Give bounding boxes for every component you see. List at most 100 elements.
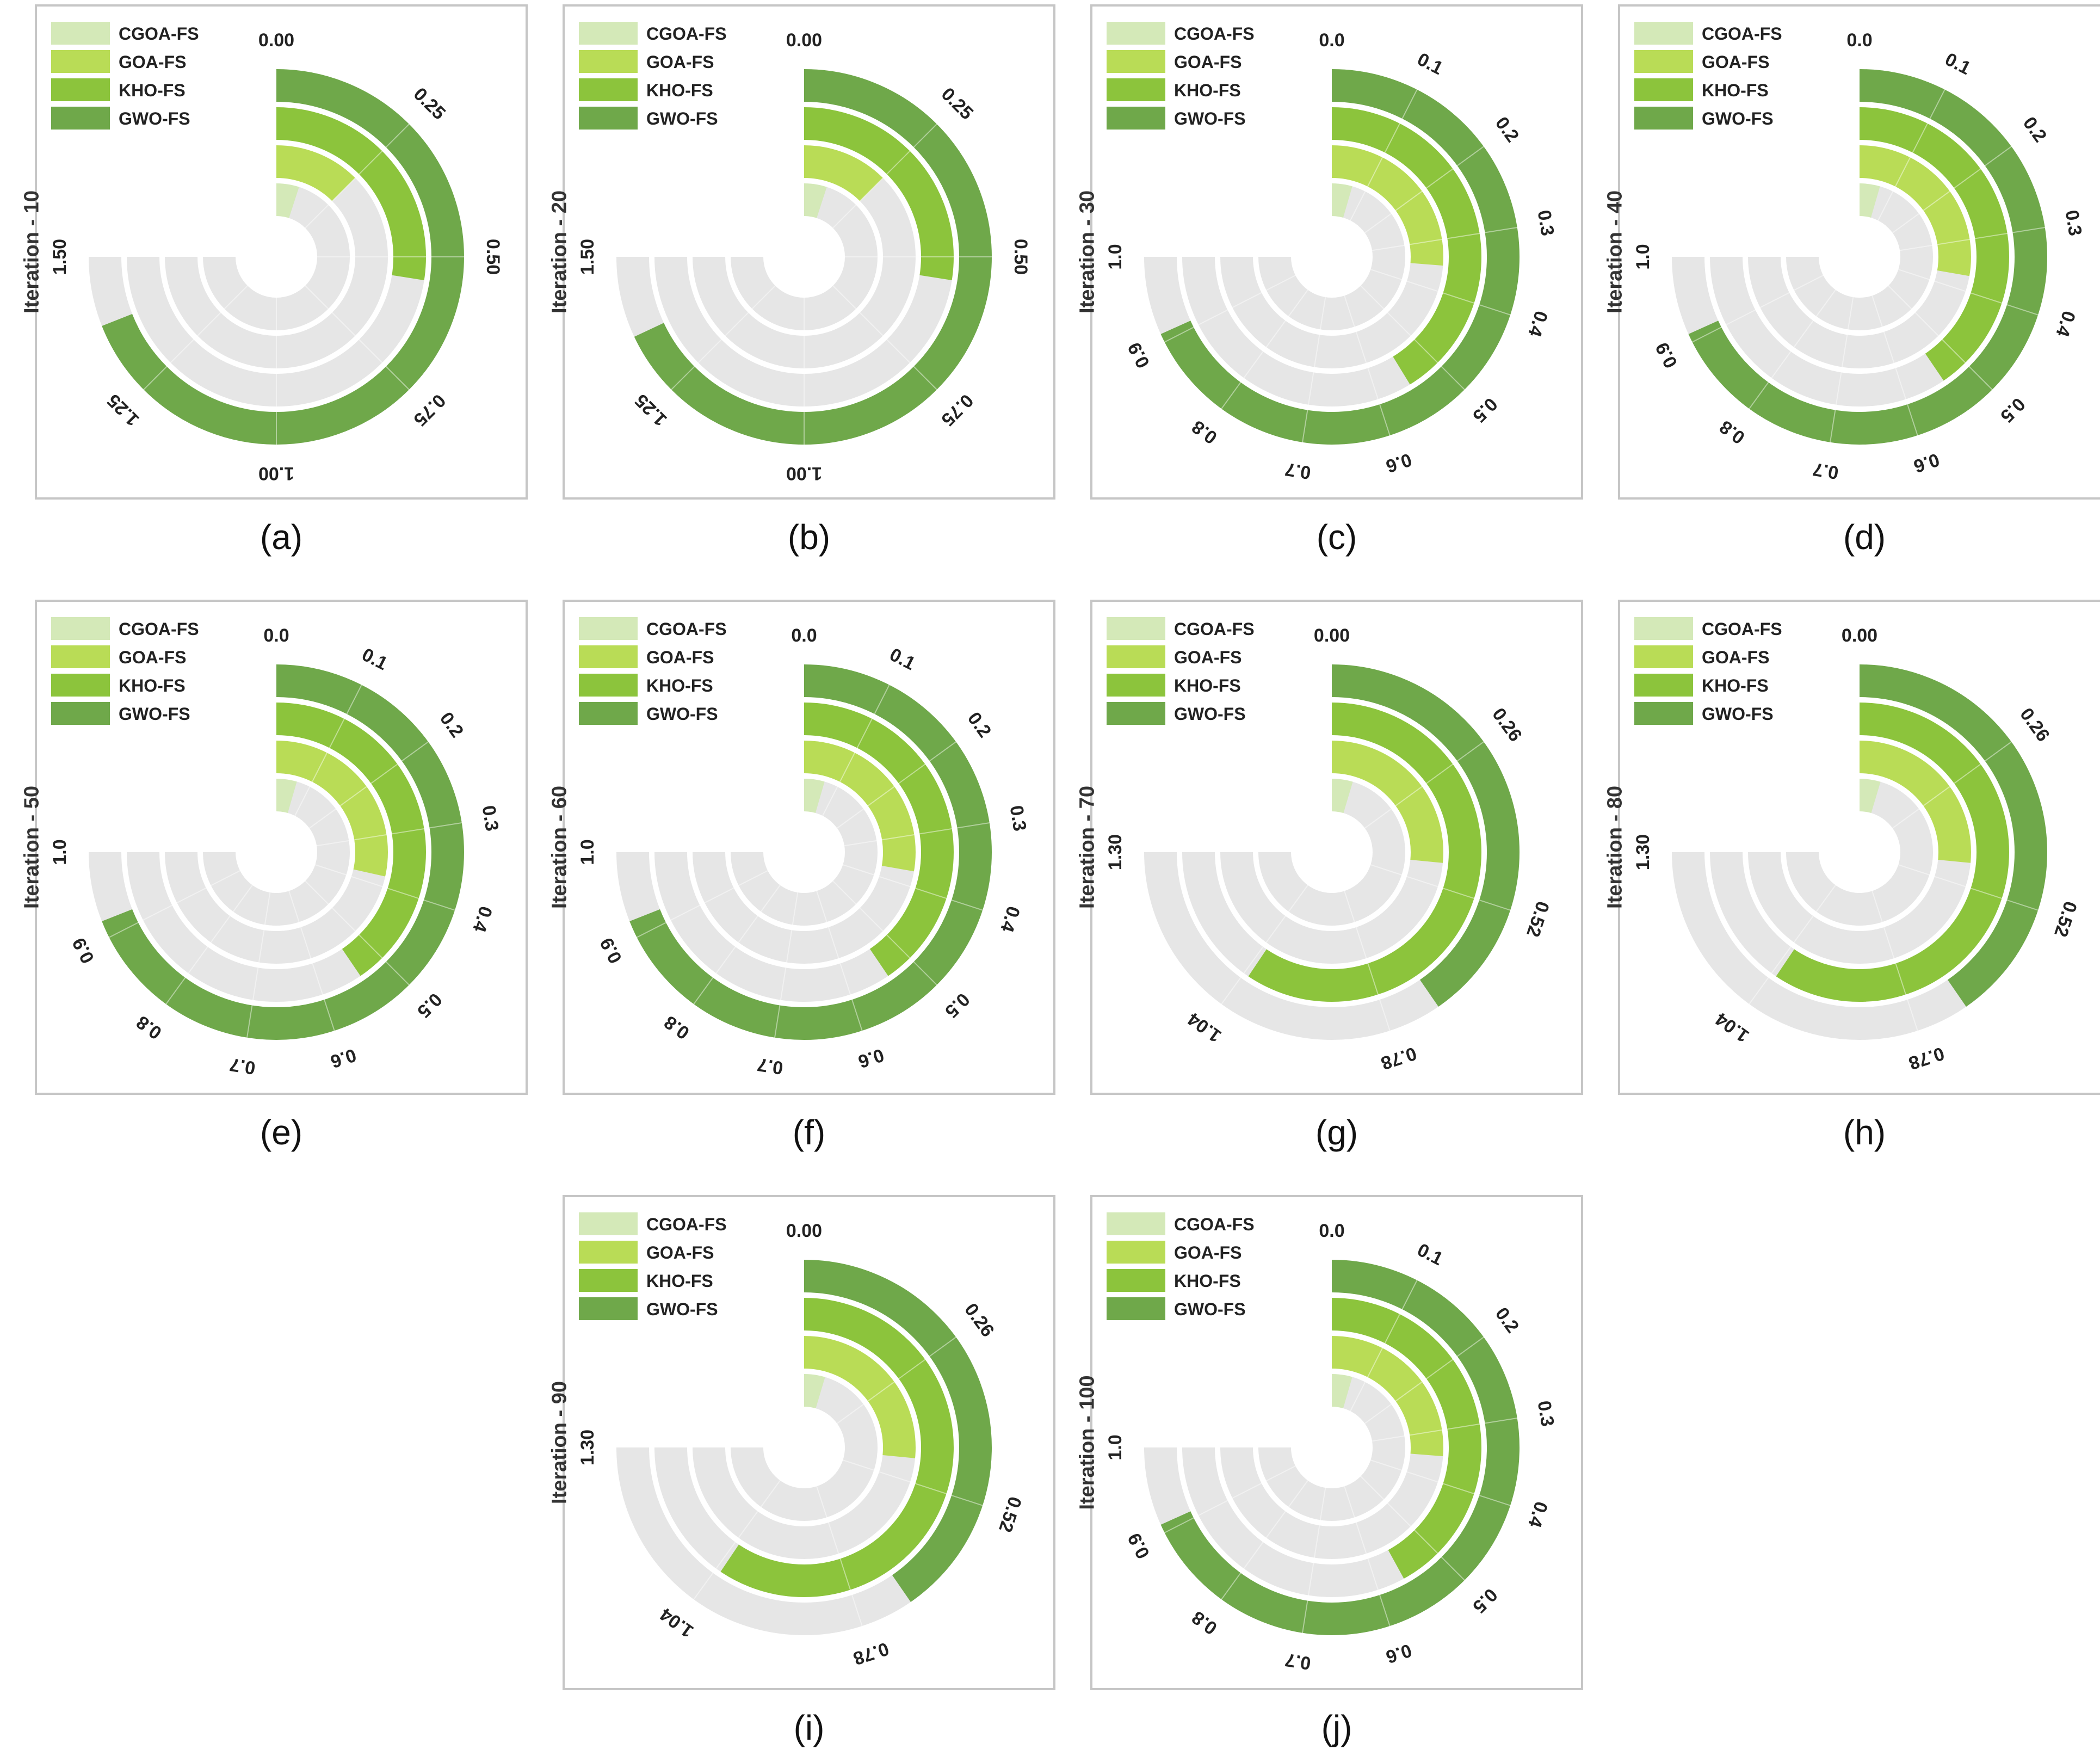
background-track — [200, 776, 353, 928]
radial-bar-chart: 0.00 0.25 0.50 0.75 1.00 1.25 1.50 CGOA-FS GOA-F… — [577, 22, 1031, 484]
tick-label: 0.7 — [228, 1054, 257, 1079]
grid-line — [1362, 144, 1486, 235]
background-track — [728, 776, 880, 928]
tick-label: 0.1 — [1414, 49, 1446, 79]
panel-j: 0.0 0.1 0.2 0.3 0.4 0.5 0.6 0.7 0.8 0.9 1.0 CGOA-FS… — [1076, 1195, 1583, 1747]
grid-line — [1358, 283, 1467, 392]
bar-kho-fs — [1774, 700, 2012, 1005]
background-track — [200, 181, 353, 333]
tick-label: 0.75 — [410, 390, 450, 430]
grid-line — [293, 682, 363, 819]
ring-separator — [1139, 1254, 1525, 1641]
ring-separator — [1781, 178, 1938, 336]
tick-label: 0.0 — [791, 625, 817, 646]
grid-line — [669, 283, 778, 392]
tick-label: 0.0 — [263, 625, 289, 646]
ring-separator — [1177, 697, 1487, 1007]
grid-line — [1358, 1474, 1467, 1583]
panel-i: 0.00 0.26 0.52 0.78 1.04 1.30 CGOA-FS GOA-FS KHO… — [548, 1195, 1055, 1747]
chart-frame: 0.00 0.26 0.52 0.78 1.04 1.30 CGOA-FS GOA-FS KHO… — [563, 1195, 1055, 1690]
bar-gwo-fs — [1860, 662, 2050, 1009]
grid-line — [1348, 1277, 1419, 1414]
tick-label: 0.4 — [996, 904, 1024, 935]
legend-label: GOA-FS — [646, 1243, 714, 1262]
grid-line — [1368, 268, 1514, 317]
ring-separator — [1291, 216, 1373, 298]
legend-label: CGOA-FS — [119, 619, 199, 639]
panel-caption: (a) — [260, 517, 303, 557]
tick-label: 1.25 — [103, 390, 144, 430]
ring-separator — [763, 811, 845, 893]
legend-label: GWO-FS — [646, 704, 718, 724]
tick-label: 1.0 — [1105, 1434, 1126, 1460]
tick-label: 0.5 — [1996, 393, 2029, 426]
legend-label: KHO-FS — [1174, 81, 1241, 100]
grid-line — [835, 740, 959, 830]
grid-line — [815, 1483, 864, 1629]
legend-swatch — [51, 22, 110, 45]
legend-label: CGOA-FS — [1174, 24, 1255, 44]
legend-swatch — [1634, 107, 1693, 130]
legend-swatch — [51, 617, 110, 640]
bar-goa-fs — [804, 143, 885, 204]
legend-swatch — [1107, 1269, 1165, 1292]
legend-label: GWO-FS — [646, 1299, 718, 1319]
chart-frame: 0.0 0.1 0.2 0.3 0.4 0.5 0.6 0.7 0.8 0.9 1.0 CGOA-FS… — [1618, 4, 2100, 500]
radial-bar-chart: 0.00 0.25 0.50 0.75 1.00 1.25 1.50 CGOA-FS GOA-F… — [50, 22, 503, 484]
legend-label: KHO-FS — [1702, 81, 1769, 100]
ring-separator — [649, 1292, 959, 1603]
chart-frame: 0.0 0.1 0.2 0.3 0.4 0.5 0.6 0.7 0.8 0.9 1.0 CGOA-FS… — [1090, 4, 1583, 500]
grid-line — [830, 121, 940, 231]
legend-swatch — [579, 1212, 638, 1235]
tick-label: 1.30 — [1105, 834, 1126, 870]
legend-label: GWO-FS — [1174, 704, 1246, 724]
ring-separator — [1177, 102, 1487, 412]
panel-caption: (i) — [793, 1708, 825, 1747]
panel-h: 0.00 0.26 0.52 0.78 1.04 1.30 CGOA-FS GOA-FS KHO… — [1604, 600, 2100, 1152]
grid-line — [1890, 740, 2014, 830]
legend-swatch — [1107, 702, 1165, 725]
legend-label: CGOA-FS — [1174, 1215, 1255, 1234]
grid-line — [302, 283, 412, 392]
grid-line — [820, 682, 891, 819]
ring-separator — [763, 1407, 845, 1488]
legend-swatch — [1634, 702, 1693, 725]
background-track — [1256, 181, 1408, 333]
legend-label: CGOA-FS — [1702, 24, 1782, 44]
background-track — [690, 143, 918, 371]
panel-caption: (j) — [1321, 1708, 1352, 1747]
tick-label: 0.8 — [133, 1012, 166, 1044]
legend-label: GOA-FS — [119, 648, 186, 667]
bar-goa-fs — [276, 738, 391, 877]
y-axis-label: Iteration - 60 — [548, 786, 571, 909]
legend-swatch — [1107, 22, 1165, 45]
tick-label: 0.8 — [1188, 416, 1221, 448]
bar-gwo-fs — [804, 1257, 995, 1605]
ring-separator — [649, 697, 959, 1007]
tick-label: 1.30 — [577, 1430, 598, 1465]
grid-line — [246, 889, 271, 1040]
background-track — [1256, 1371, 1408, 1524]
legend-swatch — [1634, 50, 1693, 73]
tick-label: 0.2 — [1491, 113, 1523, 146]
legend-label: KHO-FS — [646, 676, 713, 695]
grid-line — [1348, 87, 1419, 224]
ring-separator — [236, 811, 317, 893]
legend-label: KHO-FS — [1174, 1271, 1241, 1291]
panel-c: 0.0 0.1 0.2 0.3 0.4 0.5 0.6 0.7 0.8 0.9 1.0 CGOA-FS… — [1076, 4, 1583, 557]
legend-label: GWO-FS — [1174, 1299, 1246, 1319]
tick-label: 0.3 — [1534, 208, 1558, 237]
legend-label: GOA-FS — [1174, 1243, 1242, 1262]
chart-frame: 0.0 0.1 0.2 0.3 0.4 0.5 0.6 0.7 0.8 0.9 1.0 CGOA-FS… — [563, 600, 1055, 1095]
ring-separator — [1215, 1330, 1449, 1564]
tick-label: 0.52 — [1522, 899, 1553, 940]
ring-separator — [197, 178, 355, 336]
grid-line — [1895, 863, 2041, 912]
tick-label: 0.25 — [937, 84, 978, 124]
ring-separator — [687, 1330, 921, 1564]
grid-line — [1343, 1483, 1392, 1629]
bar-cgoa-fs — [276, 181, 300, 221]
bar-kho-fs — [276, 700, 429, 978]
tick-label: 0.7 — [1283, 1649, 1312, 1674]
y-axis-label: Iteration - 80 — [1603, 786, 1627, 909]
